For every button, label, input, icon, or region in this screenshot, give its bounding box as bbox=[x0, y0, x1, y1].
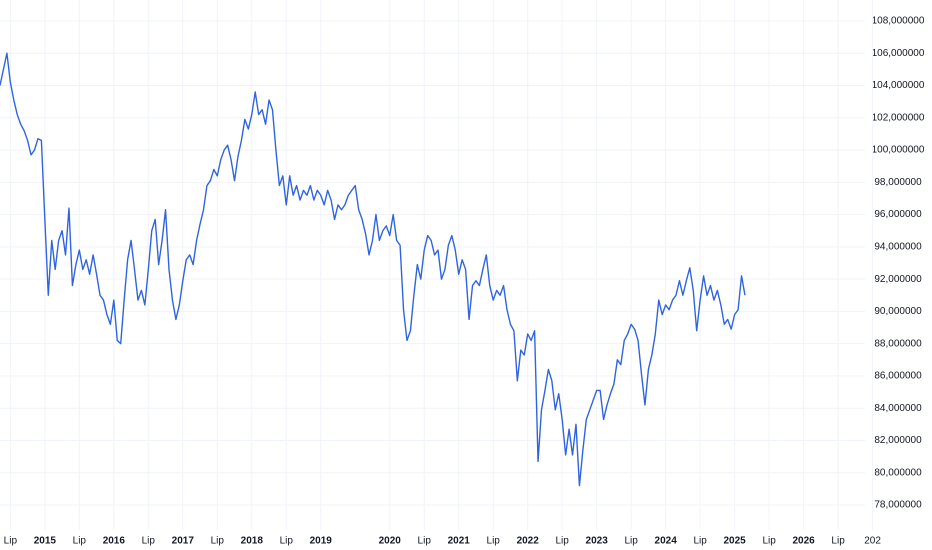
x-tick-label: Lip bbox=[487, 536, 501, 547]
x-tick-label: 2023 bbox=[586, 536, 609, 547]
x-tick-label: Lip bbox=[280, 536, 294, 547]
x-tick-label: 2026 bbox=[792, 536, 815, 547]
y-tick-label: 82,000000 bbox=[874, 435, 922, 446]
x-tick-label: Lip bbox=[211, 536, 225, 547]
y-tick-label: 104,000000 bbox=[872, 80, 925, 91]
y-tick-label: 90,000000 bbox=[874, 306, 922, 317]
y-tick-label: 86,000000 bbox=[874, 371, 922, 382]
y-tick-label: 88,000000 bbox=[874, 338, 922, 349]
x-tick-label: 2021 bbox=[448, 536, 471, 547]
x-tick-label: 2015 bbox=[34, 536, 57, 547]
x-tick-label: 2025 bbox=[724, 536, 747, 547]
y-tick-label: 100,000000 bbox=[872, 145, 925, 156]
x-tick-label: 2018 bbox=[241, 536, 264, 547]
y-tick-label: 80,000000 bbox=[874, 467, 922, 478]
x-tick-label: Lip bbox=[624, 536, 638, 547]
y-tick-label: 84,000000 bbox=[874, 403, 922, 414]
x-tick-label: Lip bbox=[142, 536, 156, 547]
x-tick-label: Lip bbox=[4, 536, 18, 547]
x-tick-label: 2017 bbox=[172, 536, 195, 547]
y-tick-label: 106,000000 bbox=[872, 48, 925, 59]
y-tick-label: 78,000000 bbox=[874, 500, 922, 511]
y-tick-label: 108,000000 bbox=[872, 16, 925, 27]
y-tick-label: 92,000000 bbox=[874, 274, 922, 285]
x-tick-label: 2019 bbox=[310, 536, 333, 547]
x-tick-label: Lip bbox=[73, 536, 87, 547]
x-tick-label: Lip bbox=[831, 536, 845, 547]
x-tick-label: Lip bbox=[556, 536, 570, 547]
y-tick-label: 96,000000 bbox=[874, 209, 922, 220]
x-tick-label: 2022 bbox=[517, 536, 540, 547]
x-tick-label: Lip bbox=[762, 536, 776, 547]
x-tick-label: 2020 bbox=[379, 536, 402, 547]
x-tick-label: 2016 bbox=[103, 536, 126, 547]
x-tick-label: Lip bbox=[418, 536, 432, 547]
x-tick-label: 202 bbox=[864, 536, 881, 547]
price-line bbox=[0, 52, 746, 487]
x-tick-label: 2024 bbox=[655, 536, 678, 547]
x-tick-label: Lip bbox=[693, 536, 707, 547]
y-tick-label: 94,000000 bbox=[874, 241, 922, 252]
y-tick-label: 102,000000 bbox=[872, 112, 925, 123]
y-tick-label: 98,000000 bbox=[874, 177, 922, 188]
